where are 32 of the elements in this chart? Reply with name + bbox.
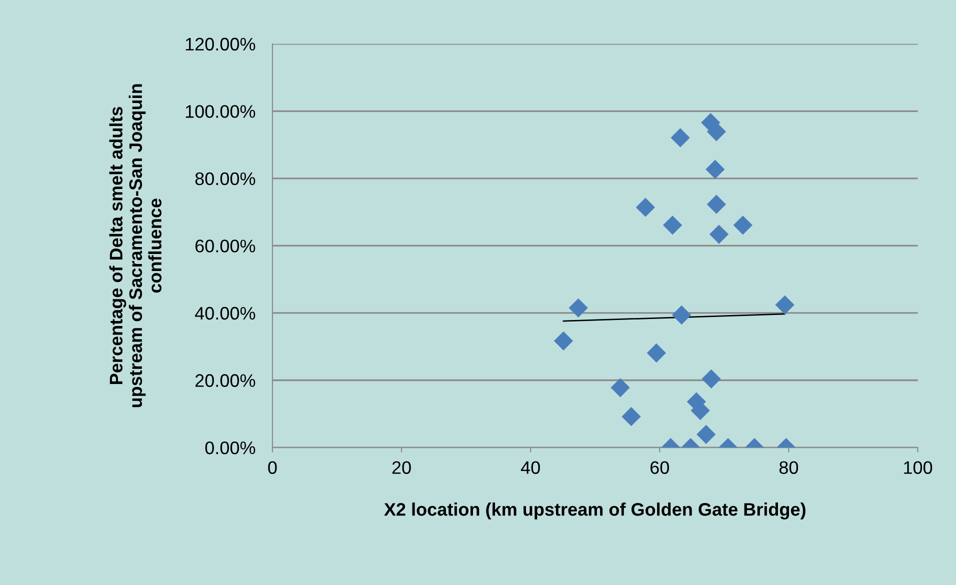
point	[568, 298, 588, 318]
point	[696, 424, 716, 444]
x-tick-label: 40	[520, 461, 540, 474]
x-tick-label: 60	[650, 461, 669, 474]
y-tick-label: 100.00%	[186, 105, 256, 118]
point	[733, 216, 752, 235]
point	[554, 331, 574, 350]
y-tick-label: 40.00%	[194, 306, 256, 320]
x-tick-label: 0	[268, 461, 277, 474]
y-tick-label: 60.00%	[195, 240, 256, 252]
point	[672, 305, 692, 325]
y-tick-label: 120.00%	[186, 38, 256, 51]
point	[706, 160, 725, 179]
point	[702, 369, 721, 388]
point	[706, 194, 726, 214]
y-tick-label: 20.00%	[195, 374, 256, 387]
point	[706, 122, 726, 142]
point	[610, 378, 630, 398]
point	[646, 343, 666, 363]
x-tick-label: 80	[779, 461, 798, 474]
point	[775, 295, 794, 314]
point	[636, 198, 656, 217]
point	[622, 407, 641, 426]
point	[709, 224, 729, 244]
y-axis-title: Percentage of Delta smelt adults upstream of Sacramento-San Joaquin confluence	[109, 84, 162, 408]
x-axis-title: X2 location (km upstream of Golden Gate Bridge)	[384, 502, 806, 520]
y-tick-label: 80.00%	[195, 172, 256, 186]
y-tick-label: 0.00%	[205, 441, 256, 454]
point	[662, 216, 682, 235]
x-tick-label: 100	[904, 461, 932, 474]
point	[670, 128, 690, 148]
x-tick-label: 20	[392, 461, 411, 474]
